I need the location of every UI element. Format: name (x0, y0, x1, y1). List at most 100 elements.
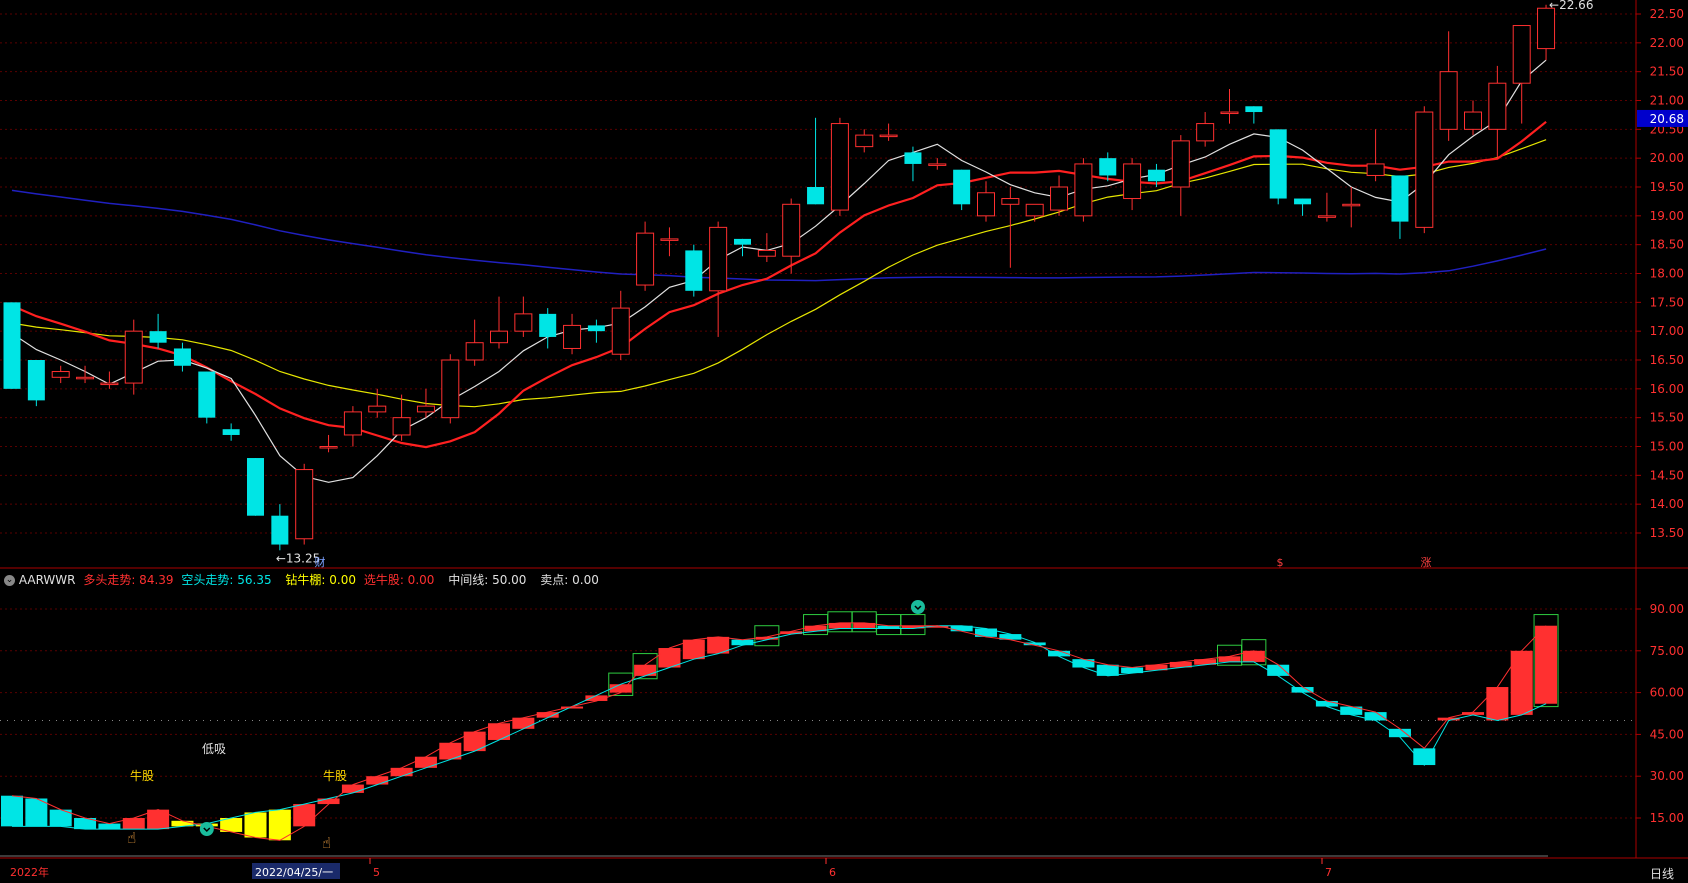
candle-body (563, 324, 582, 349)
signal-box (608, 672, 634, 696)
candle (1464, 100, 1482, 136)
indicator-bar (1048, 650, 1071, 657)
indicator-bar (1388, 728, 1411, 738)
indicator-bar (682, 639, 705, 660)
indicator-bar (950, 625, 973, 632)
collapse-icon[interactable]: ⌄ (4, 575, 15, 586)
candle (734, 238, 751, 257)
candle-body (539, 313, 557, 337)
candle-body (1391, 175, 1409, 222)
indicator-bar (390, 767, 413, 777)
candle-body (27, 360, 45, 401)
candle (904, 146, 922, 182)
candle (855, 129, 874, 153)
candle-body (198, 371, 216, 418)
candle (222, 423, 240, 441)
timeframe-label[interactable]: 日线 (1650, 867, 1675, 881)
candle (1512, 25, 1531, 124)
candle-body (1512, 25, 1531, 84)
indicator-bar (1072, 659, 1095, 668)
param-sell-point: 卖点: 0.00 (540, 573, 599, 587)
candle-body (1099, 158, 1117, 176)
candle (1294, 198, 1312, 216)
candle-body (1294, 198, 1312, 205)
candle (247, 458, 264, 516)
candle-body (1342, 203, 1361, 207)
event-tag: 财 (315, 555, 326, 569)
candle-body (757, 249, 776, 257)
candle-body (319, 446, 338, 449)
candle-body (368, 405, 387, 413)
candle-body (247, 458, 264, 516)
candle-body (855, 134, 874, 148)
hand-pointer-icon: ☝ (127, 829, 136, 847)
candle (587, 319, 605, 343)
price-tick-label: 22.00 (1650, 36, 1684, 50)
indicator-bar (1413, 748, 1436, 766)
indicator-bar (366, 776, 389, 785)
indicator-bar (1242, 650, 1265, 662)
candle-body (76, 376, 95, 380)
time-label-month: 5 (373, 866, 380, 879)
indicator-bar (1486, 687, 1509, 721)
low-marker: ←13.25 (276, 551, 320, 565)
indicator-bar (147, 809, 170, 830)
indicator-tick-label: 45.00 (1650, 727, 1684, 741)
candle-body (1025, 203, 1044, 217)
indicator-bar (512, 717, 535, 729)
ma5-line (11, 59, 1547, 483)
candle-body (3, 302, 21, 389)
price-tick-label: 16.00 (1650, 382, 1684, 396)
candle-body (149, 331, 167, 343)
indicator-bar (634, 664, 657, 676)
ma60-line (11, 189, 1547, 282)
candle (465, 319, 484, 366)
candle (977, 181, 995, 222)
candle (1269, 129, 1287, 205)
candle (1317, 192, 1336, 222)
candle-body (1196, 123, 1215, 142)
candle (173, 342, 191, 372)
indicator-bar (658, 648, 681, 668)
time-label-year: 2022年 (10, 865, 49, 879)
indicator-bar (1437, 717, 1460, 721)
sell-signal-icon-chevron (914, 605, 922, 611)
annotation-bull-2: 牛股 (323, 769, 348, 783)
indicator-bar (780, 631, 803, 635)
candle (636, 221, 655, 291)
candle (51, 365, 70, 384)
indicator-bar (1023, 642, 1046, 646)
indicator-bar (1364, 712, 1387, 721)
indicator-bar (293, 804, 316, 827)
candle (660, 227, 679, 257)
candle (343, 406, 362, 447)
candle-body (124, 330, 143, 384)
indicator-bar (1145, 664, 1168, 671)
candle-body (1415, 111, 1434, 228)
candle-body (490, 330, 508, 344)
candle (76, 365, 95, 384)
price-tick-label: 22.50 (1650, 7, 1684, 21)
candle (928, 158, 947, 170)
candle-body (1147, 169, 1165, 182)
candle-body (465, 342, 484, 361)
candle-body (1269, 129, 1287, 199)
price-tick-label: 17.50 (1650, 295, 1684, 309)
candle (1537, 4, 1556, 61)
candle-body (173, 348, 191, 366)
signal-box (1533, 614, 1559, 708)
time-label-cursor: 2022/04/25/一 (255, 866, 333, 879)
signal-box (900, 614, 926, 636)
candle (563, 313, 582, 355)
event-tag: $ (1277, 556, 1284, 569)
candle (1245, 106, 1263, 124)
signal-box (754, 625, 780, 647)
candle-body (222, 429, 240, 435)
candle-body (904, 152, 922, 164)
indicator-bar (561, 706, 584, 709)
candle-body (271, 515, 289, 545)
candle (757, 233, 776, 262)
candle (539, 308, 557, 349)
hand-pointer-icon: ☝ (322, 834, 331, 852)
